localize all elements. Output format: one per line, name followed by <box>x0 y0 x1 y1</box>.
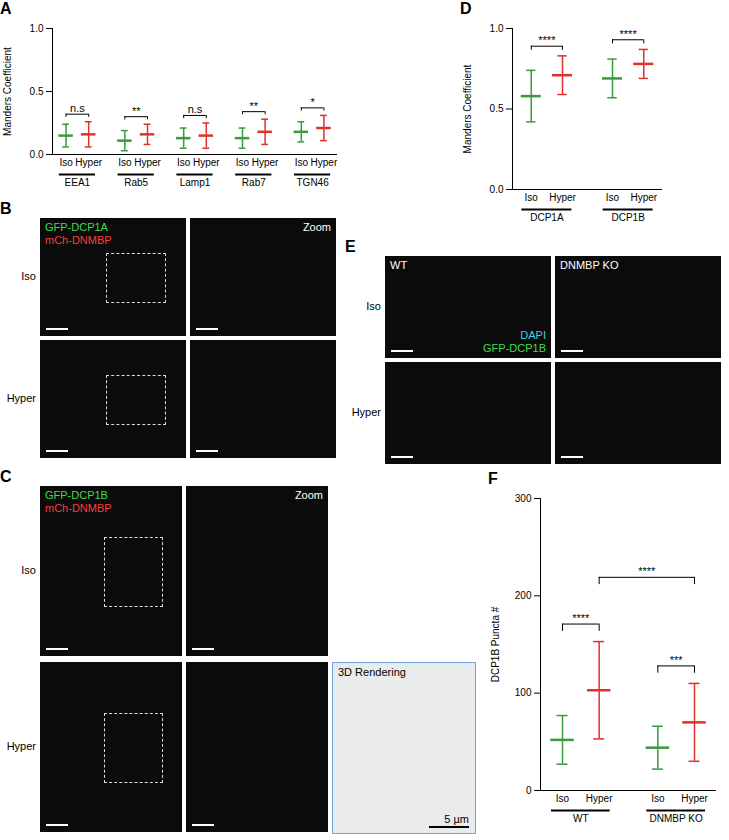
svg-text:DCP1A: DCP1A <box>530 212 564 223</box>
svg-text:0.5: 0.5 <box>30 86 44 97</box>
svg-text:WT: WT <box>573 813 589 824</box>
html-text:DNMBP KO: DNMBP KO <box>560 259 619 271</box>
svg-text:100: 100 <box>515 687 532 698</box>
html-text:Hyper: Hyper <box>6 740 36 752</box>
svg-text:Iso: Iso <box>236 157 250 168</box>
svg-text:Lamp1: Lamp1 <box>180 177 211 188</box>
svg-text:Hyper: Hyper <box>75 157 102 168</box>
html-text:mCh-DNMBP: mCh-DNMBP <box>45 234 112 246</box>
html-text:B: B <box>0 200 12 217</box>
svg-text:Iso: Iso <box>525 192 539 203</box>
html-text:GFP-DCP1A: GFP-DCP1A <box>45 221 108 233</box>
svg-text:1.0: 1.0 <box>30 23 44 34</box>
html-text:D: D <box>460 0 472 17</box>
svg-text:Manders Coefficient: Manders Coefficient <box>2 47 13 136</box>
html-text:Iso: Iso <box>366 300 381 312</box>
svg-text:TGN46: TGN46 <box>297 177 330 188</box>
svg-text:Iso: Iso <box>606 192 620 203</box>
svg-text:1.0: 1.0 <box>490 23 504 34</box>
svg-text:0.0: 0.0 <box>490 184 504 195</box>
html-text:Hyper: Hyper <box>351 406 381 418</box>
svg-text:Hyper: Hyper <box>630 192 657 203</box>
html-text:mCh-DNMBP: mCh-DNMBP <box>45 502 112 514</box>
svg-text:*: * <box>310 96 315 108</box>
svg-text:Hyper: Hyper <box>549 192 576 203</box>
svg-text:DCP1B Puncta #: DCP1B Puncta # <box>490 606 501 682</box>
svg-text:**: ** <box>250 100 259 112</box>
html-text:A: A <box>0 0 12 17</box>
svg-text:Hyper: Hyper <box>586 793 613 804</box>
html-text:GFP-DCP1B: GFP-DCP1B <box>483 342 546 354</box>
html-text:E: E <box>345 238 356 255</box>
svg-text:DNMBP KO: DNMBP KO <box>650 813 703 824</box>
svg-text:0.0: 0.0 <box>30 149 44 160</box>
svg-text:Hyper: Hyper <box>311 157 338 168</box>
svg-text:****: **** <box>572 612 590 624</box>
html-text:Zoom: Zoom <box>294 489 323 501</box>
svg-text:Iso: Iso <box>59 157 73 168</box>
html-text:WT: WT <box>390 259 408 271</box>
svg-text:Iso: Iso <box>556 793 570 804</box>
svg-text:****: **** <box>638 565 656 577</box>
svg-text:DCP1B: DCP1B <box>611 212 645 223</box>
svg-text:**: ** <box>132 105 141 117</box>
html-text:Iso: Iso <box>21 270 36 282</box>
svg-text:****: **** <box>538 34 556 46</box>
html-text:5 µm: 5 µm <box>444 813 469 825</box>
html-text:Iso: Iso <box>21 564 36 576</box>
svg-text:Iso: Iso <box>118 157 132 168</box>
svg-text:Hyper: Hyper <box>134 157 161 168</box>
svg-text:Hyper: Hyper <box>193 157 220 168</box>
html-text:DAPI: DAPI <box>520 329 546 341</box>
html-text:F: F <box>488 470 498 487</box>
svg-text:Iso: Iso <box>177 157 191 168</box>
svg-text:Manders Coefficient: Manders Coefficient <box>462 64 473 153</box>
html-text:3D Rendering: 3D Rendering <box>338 666 406 678</box>
html-text:Hyper: Hyper <box>6 392 36 404</box>
html-text:GFP-DCP1B: GFP-DCP1B <box>45 489 108 501</box>
svg-text:Iso: Iso <box>651 793 665 804</box>
svg-text:0.5: 0.5 <box>490 103 504 114</box>
svg-text:EEA1: EEA1 <box>65 177 91 188</box>
svg-text:Rab5: Rab5 <box>124 177 148 188</box>
svg-text:***: *** <box>670 654 684 666</box>
svg-text:Hyper: Hyper <box>252 157 279 168</box>
html-text:C: C <box>0 468 12 485</box>
svg-text:Hyper: Hyper <box>681 793 708 804</box>
svg-text:300: 300 <box>515 493 532 504</box>
svg-text:200: 200 <box>515 590 532 601</box>
svg-text:Iso: Iso <box>295 157 309 168</box>
html-text:Zoom: Zoom <box>302 221 331 233</box>
svg-text:n.s: n.s <box>188 103 203 115</box>
svg-text:0: 0 <box>526 785 532 796</box>
svg-text:****: **** <box>620 28 638 40</box>
svg-text:Rab7: Rab7 <box>242 177 266 188</box>
svg-text:n.s: n.s <box>70 102 85 114</box>
